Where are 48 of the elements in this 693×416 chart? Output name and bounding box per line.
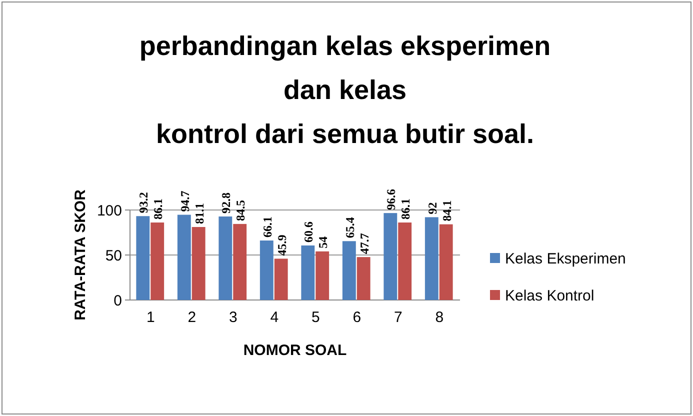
bar [356, 257, 370, 300]
bar [424, 217, 438, 300]
bar [439, 224, 453, 300]
chart-title: perbandingan kelas eksperimen dan kelas kontrol dari semua butir soal. [139, 31, 551, 149]
data-label: 84.5 [234, 200, 248, 221]
data-label: 94.7 [178, 190, 192, 212]
data-label: 54 [316, 236, 330, 248]
y-axis-title: RATA-RATA SKOR [72, 189, 89, 320]
x-tick-label: 8 [435, 309, 444, 326]
bar [384, 213, 398, 300]
bar [342, 241, 356, 300]
x-tick-label: 6 [352, 309, 362, 326]
bar [150, 222, 164, 300]
bar [136, 216, 150, 300]
x-tick-label: 3 [228, 309, 238, 326]
x-axis-title: NOMOR SOAL [243, 342, 347, 359]
data-label: 92.8 [219, 192, 234, 214]
y-tick-label: 0 [114, 292, 122, 310]
data-label: 86.1 [151, 198, 166, 220]
bar [260, 240, 274, 300]
bar [192, 227, 206, 300]
bar [301, 245, 315, 300]
x-tick-label: 4 [270, 309, 279, 326]
legend-label: Kelas Kontrol [505, 287, 594, 304]
data-label: 84.1 [440, 200, 454, 222]
data-label: 81.1 [192, 203, 206, 224]
bar [274, 258, 288, 300]
bar [218, 216, 232, 300]
data-label: 47.7 [357, 233, 372, 254]
y-tick-label: 100 [96, 202, 122, 220]
x-tick-label: 5 [311, 309, 320, 326]
data-label: 93.2 [136, 192, 151, 214]
legend-label: Kelas Eksperimen [505, 250, 626, 268]
x-tick-label: 1 [146, 309, 155, 326]
data-label: 96.6 [384, 189, 398, 210]
data-label: 45.9 [274, 234, 289, 256]
x-tick-label: 2 [188, 309, 196, 326]
data-label: 60.6 [302, 221, 316, 242]
bar [233, 224, 247, 300]
bar [177, 214, 191, 300]
data-label: 92 [425, 202, 440, 214]
y-tick-label: 50 [105, 247, 122, 264]
bar [316, 251, 330, 300]
x-tick-label: 7 [394, 309, 402, 326]
data-label: 66.1 [260, 216, 274, 238]
bar [398, 222, 412, 300]
data-label: 65.4 [342, 217, 357, 238]
data-label: 86.1 [398, 198, 413, 220]
